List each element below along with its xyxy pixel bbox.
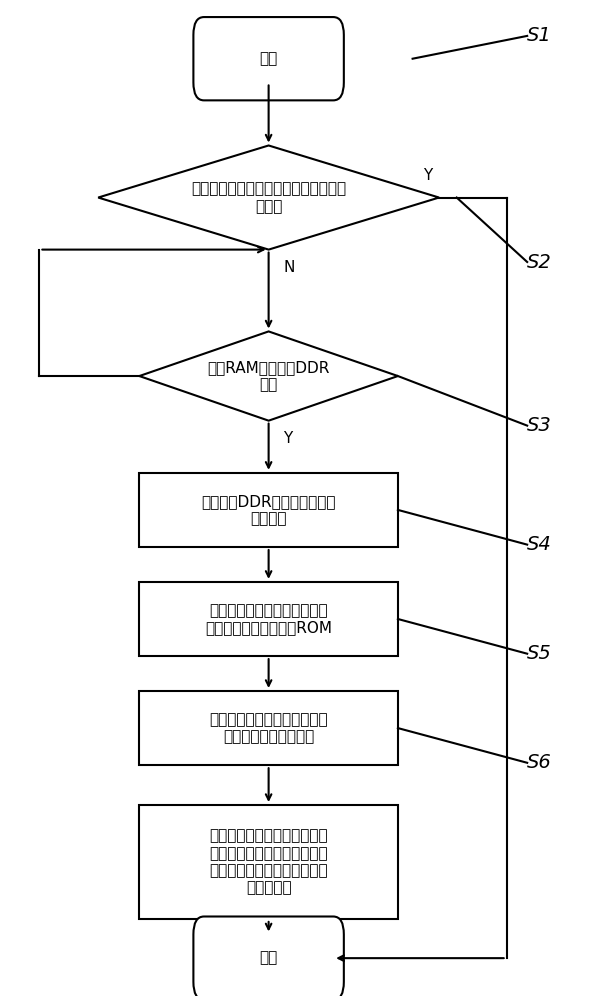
Text: S3: S3 xyxy=(527,416,552,435)
Bar xyxy=(139,473,398,547)
Text: 重启系统，读取所述节点内的
所述第一物理内存地址: 重启系统，读取所述节点内的 所述第一物理内存地址 xyxy=(209,712,328,744)
Text: 根据预设规则将包含所述第一
物理内存地址的指定区域，申
请为预留内存，所述预留内存
无法被访问: 根据预设规则将包含所述第一 物理内存地址的指定区域，申 请为预留内存，所述预留内… xyxy=(209,828,328,896)
FancyBboxPatch shape xyxy=(193,916,344,1000)
FancyBboxPatch shape xyxy=(193,17,344,100)
Text: N: N xyxy=(283,260,294,275)
Text: S4: S4 xyxy=(527,535,552,554)
Text: S6: S6 xyxy=(527,753,552,772)
Text: 监测当前系统及应用程序的运行状态是
否正常: 监测当前系统及应用程序的运行状态是 否正常 xyxy=(191,181,346,214)
Polygon shape xyxy=(139,331,398,421)
Text: 将所述第一物理内存地址写入
节点，所述节点存在于ROM: 将所述第一物理内存地址写入 节点，所述节点存在于ROM xyxy=(205,603,332,635)
Bar xyxy=(139,582,398,656)
Bar xyxy=(139,691,398,765)
Text: Y: Y xyxy=(423,168,432,183)
Text: S2: S2 xyxy=(527,252,552,271)
Text: Y: Y xyxy=(283,431,293,446)
Polygon shape xyxy=(98,145,439,250)
Text: 获取所述DDR翻转的第一物理
内存地址: 获取所述DDR翻转的第一物理 内存地址 xyxy=(201,494,336,526)
Text: S1: S1 xyxy=(527,26,552,45)
Text: 判断RAM是否存在DDR
翻转: 判断RAM是否存在DDR 翻转 xyxy=(207,360,330,392)
Bar xyxy=(139,805,398,919)
Text: 结束: 结束 xyxy=(259,951,278,966)
Text: 开始: 开始 xyxy=(259,51,278,66)
Text: S5: S5 xyxy=(527,644,552,663)
